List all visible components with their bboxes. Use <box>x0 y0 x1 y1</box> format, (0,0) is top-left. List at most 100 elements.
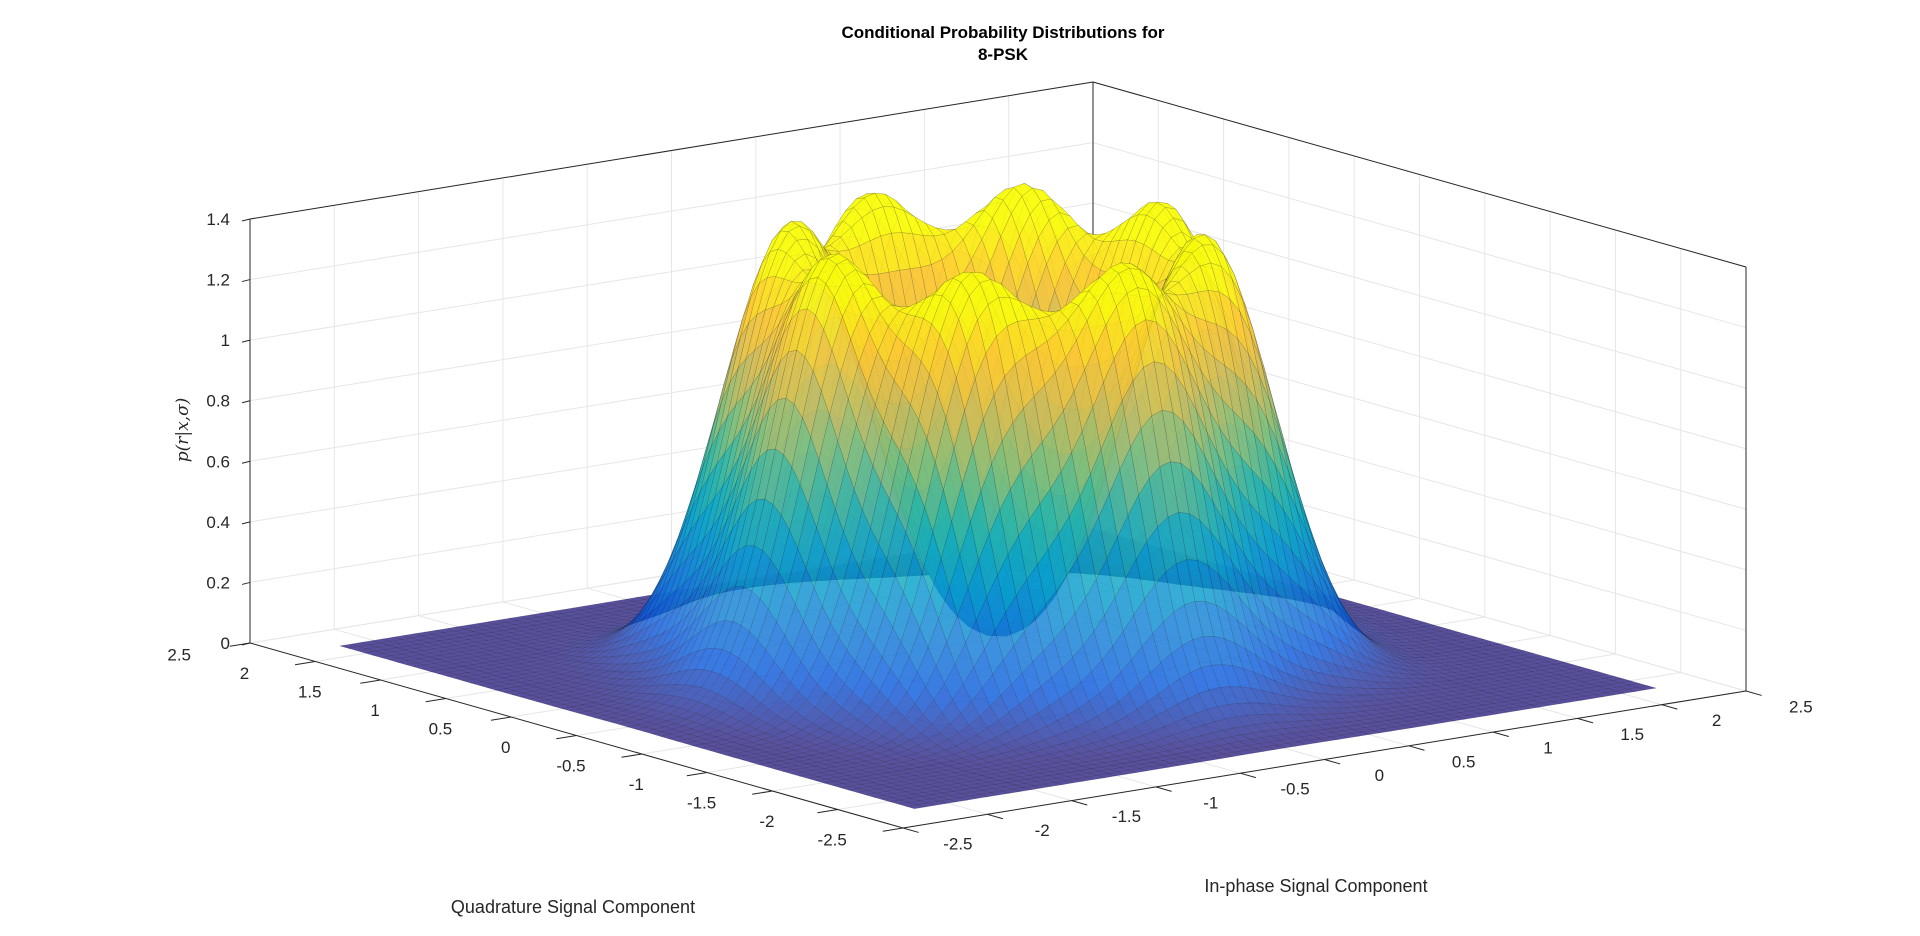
surface-patch <box>1437 633 1457 639</box>
surface-patch <box>502 628 522 634</box>
surface-patch <box>412 650 432 655</box>
surface-patch <box>1539 672 1559 677</box>
x-tick-mark <box>1492 731 1509 738</box>
surface-patch <box>1353 612 1373 617</box>
surface-patch <box>598 625 618 629</box>
surface-patch <box>1495 682 1515 688</box>
z-tick-mark <box>241 581 251 585</box>
surface-patch <box>1547 659 1566 665</box>
z-tick-mark <box>241 460 251 464</box>
surface-patch <box>1345 610 1365 614</box>
surface-patch <box>1386 622 1406 627</box>
surface-patch <box>1585 675 1605 681</box>
surface-patch <box>425 644 445 650</box>
surface-patch <box>1489 676 1509 682</box>
y-tick-mark <box>556 735 577 740</box>
surface-patch <box>1508 677 1528 682</box>
surface-patch <box>479 650 499 655</box>
surface-patch <box>382 637 402 642</box>
surface-patch <box>1223 254 1243 300</box>
x-tick-mark <box>1324 759 1341 765</box>
y-tick-mark <box>817 809 838 814</box>
surface-patch <box>1386 647 1405 655</box>
surface-patch <box>1550 670 1570 675</box>
surface-patch <box>1430 677 1450 682</box>
y-tick-mark <box>882 827 904 832</box>
surface-patch <box>1563 664 1583 670</box>
surface-patch <box>1513 683 1533 689</box>
surface-patch <box>1607 686 1627 692</box>
surface-patch <box>411 635 431 641</box>
y-tick-mark <box>752 790 773 795</box>
surface-patch <box>1476 649 1496 654</box>
surface-patch <box>1485 666 1505 671</box>
x-tick-mark <box>1408 745 1425 751</box>
surface-patch <box>490 648 510 654</box>
surface-patch <box>1443 639 1463 645</box>
surface-patch <box>1306 533 1327 585</box>
surface-patch <box>465 641 485 647</box>
surface-patch <box>1489 643 1509 649</box>
surface-patch <box>1355 609 1375 614</box>
surface-patch <box>922 235 943 265</box>
surface-patch <box>578 639 598 645</box>
surface-patch <box>1486 680 1506 686</box>
surface-patch <box>371 638 391 644</box>
surface-patch <box>1516 679 1536 685</box>
surface-patch <box>1440 629 1460 635</box>
surface-patch <box>1537 676 1557 681</box>
grid-line <box>1092 202 1747 389</box>
surface-patch <box>1481 674 1501 679</box>
surface-patch <box>491 630 511 635</box>
surface-patch <box>1561 668 1581 674</box>
surface-patch <box>1468 679 1488 685</box>
surface-patch <box>1469 661 1489 666</box>
surface-patch <box>1521 671 1541 677</box>
surface-patch <box>523 624 543 630</box>
x-tick-mark <box>1071 800 1088 806</box>
x-tick-mark <box>987 813 1004 820</box>
surface-patch <box>472 629 492 635</box>
surface-patch <box>496 622 516 627</box>
surface-patch <box>1548 674 1568 679</box>
surface-patch <box>1514 650 1534 656</box>
surface-patch <box>1604 676 1624 681</box>
surface-patch <box>493 626 513 631</box>
surface-patch <box>1432 673 1452 678</box>
surface-patch <box>423 648 443 654</box>
surface-patch <box>446 641 466 646</box>
axis-edge <box>1092 81 1747 268</box>
surface-patch <box>1474 653 1494 658</box>
surface-patch <box>506 620 526 625</box>
surface-patch <box>1462 640 1482 646</box>
surface-patch <box>1488 662 1508 667</box>
surface-patch <box>1446 635 1466 641</box>
surface-patch <box>517 618 537 624</box>
surface-patch <box>358 644 378 650</box>
surface-patch <box>1423 656 1443 661</box>
surface-patch <box>452 647 472 653</box>
surface-patch <box>1524 681 1544 687</box>
surface-patch <box>347 646 367 651</box>
surface-patch <box>1629 683 1649 688</box>
surface-patch <box>478 635 498 641</box>
surface-patch <box>470 633 490 639</box>
surface-patch <box>1100 240 1120 274</box>
surface-patch <box>409 639 429 645</box>
surface-patch <box>1538 657 1558 663</box>
surface-patch <box>445 626 465 632</box>
z-tick-mark <box>241 400 251 404</box>
x-tick-mark <box>1240 772 1257 779</box>
y-tick-mark <box>621 753 642 758</box>
surface-patch <box>471 648 491 653</box>
surface-patch <box>559 611 579 617</box>
surface-patch <box>1372 614 1392 619</box>
grid-line <box>249 142 1094 281</box>
surface-patch <box>1591 682 1611 687</box>
surface-patch <box>1464 636 1484 642</box>
x-tick-mark <box>1155 786 1172 792</box>
surface-patch <box>1536 661 1556 667</box>
surface-patch <box>1520 657 1539 662</box>
surface-patch <box>570 639 590 644</box>
